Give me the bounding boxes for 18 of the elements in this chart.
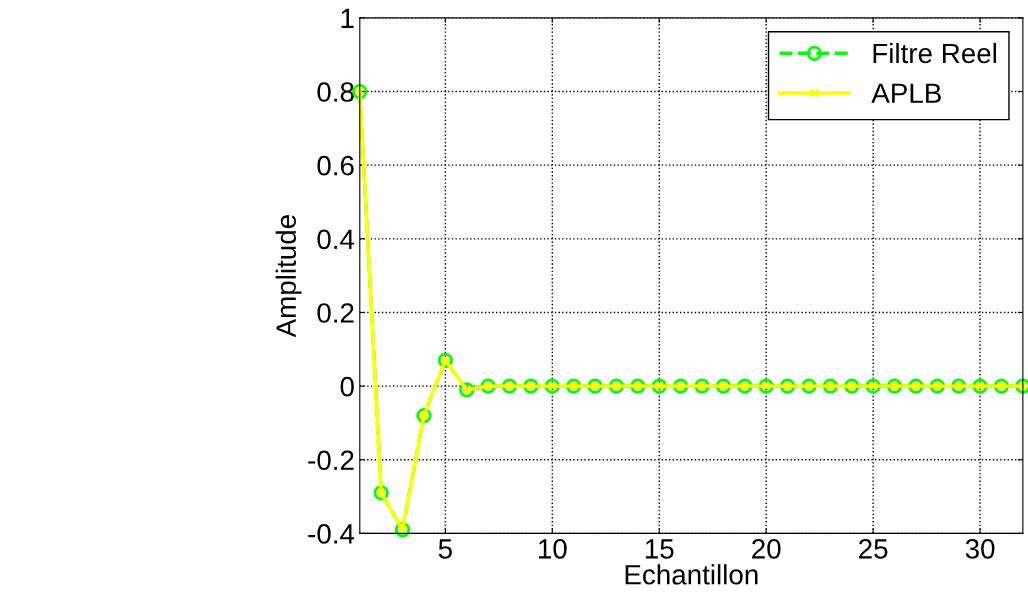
- y-tick-label: 0: [340, 376, 354, 397]
- x-tick-label: 30: [965, 539, 995, 559]
- y-tick-label: 0.4: [317, 229, 355, 250]
- x-tick-label: 15: [645, 539, 674, 559]
- legend-label: APLB: [871, 83, 941, 103]
- y-tick-label: 0.6: [317, 155, 354, 176]
- y-tick-label: -0.4: [308, 524, 355, 544]
- y-tick-label: 0.2: [317, 303, 354, 323]
- x-axis-title: Echantillon: [625, 564, 758, 585]
- y-tick-label: 0.8: [317, 82, 354, 102]
- x-tick-label: 5: [438, 539, 452, 559]
- y-tick-label: 1: [341, 8, 354, 28]
- x-tick-label: 10: [538, 539, 567, 559]
- x-tick-label: 20: [752, 539, 781, 559]
- y-tick-label: -0.2: [308, 450, 354, 471]
- legend-label: Filtre Reel: [873, 42, 997, 64]
- y-axis-title: Amplitude: [275, 215, 302, 338]
- x-tick-label: 25: [859, 539, 888, 559]
